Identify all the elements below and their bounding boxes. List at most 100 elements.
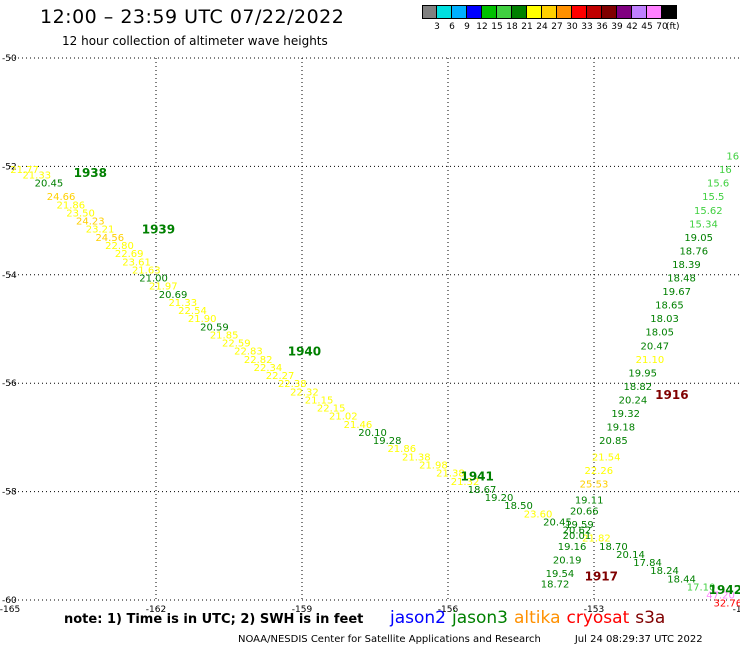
color-scale-label: 12	[476, 22, 488, 32]
wave-height-label: 21.77	[10, 165, 39, 176]
wave-height-label: 20.01	[563, 531, 592, 542]
wave-height-label: 15.5	[702, 192, 724, 203]
time-label: 1942	[709, 583, 740, 597]
wave-height-label: 32.76	[714, 599, 740, 610]
color-scale-label: 3	[434, 22, 440, 32]
color-swatch	[557, 5, 572, 19]
wave-height-label: 20.45	[35, 179, 64, 190]
wave-height-label: 22.80	[105, 241, 134, 252]
time-label: 1941	[460, 469, 493, 483]
wave-height-label: 15.34	[689, 219, 718, 230]
wave-height-label: 22.54	[178, 306, 207, 317]
wave-height-label: 22.26	[585, 466, 614, 477]
wave-height-label: 20.10	[358, 428, 387, 439]
wave-height-label: 17.10	[687, 582, 716, 593]
wave-height-label: 18.67	[468, 485, 497, 496]
wave-height-label: 22.59	[222, 339, 251, 350]
x-tick-label: -162	[146, 605, 166, 615]
color-scale-label: 33	[581, 22, 593, 32]
wave-height-label: 21.00	[139, 274, 168, 285]
color-scale-label: 21	[521, 22, 533, 32]
color-scale-label: 36	[596, 22, 608, 32]
wave-height-label: 16	[726, 152, 739, 163]
color-swatch	[482, 5, 497, 19]
color-swatch	[587, 5, 602, 19]
wave-height-label: 18.24	[650, 566, 679, 577]
wave-height-label: 21.90	[188, 314, 217, 325]
wave-height-label: 20.85	[599, 436, 628, 447]
wave-height-label: 20.45	[543, 517, 572, 528]
wave-height-label: 20.14	[616, 550, 645, 561]
wave-height-label: 18.39	[672, 260, 701, 271]
wave-height-label: 19.59	[565, 520, 594, 531]
wave-height-label: 21.46	[344, 420, 373, 431]
time-label: 1939	[142, 223, 175, 237]
wave-height-label: 15.62	[694, 206, 723, 217]
wave-height-label: 23.60	[524, 509, 553, 520]
wave-height-label: 21.82	[582, 534, 611, 545]
legend-cryosat: cryosat	[566, 608, 630, 628]
wave-height-label: 19.54	[546, 569, 575, 580]
wave-height-label: 21.02	[329, 412, 358, 423]
wave-height-label: 24.66	[47, 192, 76, 203]
wave-height-label: 18.76	[679, 246, 708, 257]
note-text: note: 1) Time is in UTC; 2) SWH is in fe…	[64, 612, 364, 627]
wave-height-label: 22.69	[115, 249, 144, 260]
time-label: 1940	[288, 345, 321, 359]
color-swatch	[527, 5, 542, 19]
wave-height-label: 22.82	[244, 355, 273, 366]
wave-height-label: 23.50	[66, 208, 95, 219]
wave-height-label: 22.34	[254, 363, 283, 374]
color-swatch	[422, 5, 437, 19]
chart-subtitle: 12 hour collection of altimeter wave hei…	[62, 34, 328, 48]
color-swatch	[467, 5, 482, 19]
wave-height-label: 19.11	[575, 496, 604, 507]
footer-credit: NOAA/NESDIS Center for Satellite Applica…	[238, 634, 541, 645]
color-scale-label: 27	[551, 22, 563, 32]
wave-height-label: 21.86	[387, 444, 416, 455]
wave-height-label: 21.33	[22, 171, 51, 182]
legend-altika: altika	[514, 608, 561, 628]
wave-height-label: 21.33	[168, 298, 197, 309]
y-tick-label: -60	[2, 596, 17, 606]
wave-height-label: 25.53	[580, 479, 609, 490]
legend-s3a: s3a	[635, 608, 666, 628]
wave-height-label: 21.63	[132, 265, 161, 276]
chart-title: 12:00 – 23:59 UTC 07/22/2022	[40, 6, 345, 28]
wave-height-label: 21.38	[436, 469, 465, 480]
wave-height-label: 19.18	[606, 423, 635, 434]
color-swatch	[437, 5, 452, 19]
time-label: 1938	[74, 166, 107, 180]
color-swatch	[617, 5, 632, 19]
wave-height-label: 19.20	[485, 493, 514, 504]
wave-height-label: 23.61	[122, 257, 151, 268]
wave-height-label: 22.15	[317, 404, 346, 415]
wave-height-label: 16	[719, 165, 732, 176]
footer-timestamp: Jul 24 08:29:37 UTC 2022	[574, 634, 703, 645]
legend-jason3: jason3	[452, 608, 508, 628]
color-scale-label: 70	[656, 22, 668, 32]
wave-height-label: 20.59	[200, 322, 229, 333]
x-tick-label: -153	[584, 605, 604, 615]
wave-height-label: 21.38	[402, 452, 431, 463]
wave-height-label: 17.84	[633, 558, 662, 569]
wave-height-label: 20.24	[619, 395, 648, 406]
color-scale-unit: (ft)	[666, 22, 680, 32]
wave-height-label: 23.21	[86, 225, 115, 236]
satellite-legend: jason2 jason3 altika cryosat s3a	[390, 608, 671, 628]
wave-height-label: 18.50	[504, 501, 533, 512]
wave-height-label: 21.98	[419, 461, 448, 472]
wave-height-label: 47.20	[706, 591, 735, 602]
wave-height-label: 19.32	[611, 409, 640, 420]
color-swatch	[572, 5, 587, 19]
x-tick-label: -15	[733, 605, 740, 615]
wave-height-label: 18.72	[541, 580, 570, 591]
y-tick-label: -50	[2, 54, 17, 64]
footer: NOAA/NESDIS Center for Satellite Applica…	[238, 634, 737, 645]
y-tick-label: -56	[2, 379, 17, 389]
color-scale-label: 9	[464, 22, 470, 32]
wave-height-label: 24.56	[95, 233, 124, 244]
wave-height-label: 21.97	[149, 282, 178, 293]
color-scale-label: 39	[611, 22, 623, 32]
